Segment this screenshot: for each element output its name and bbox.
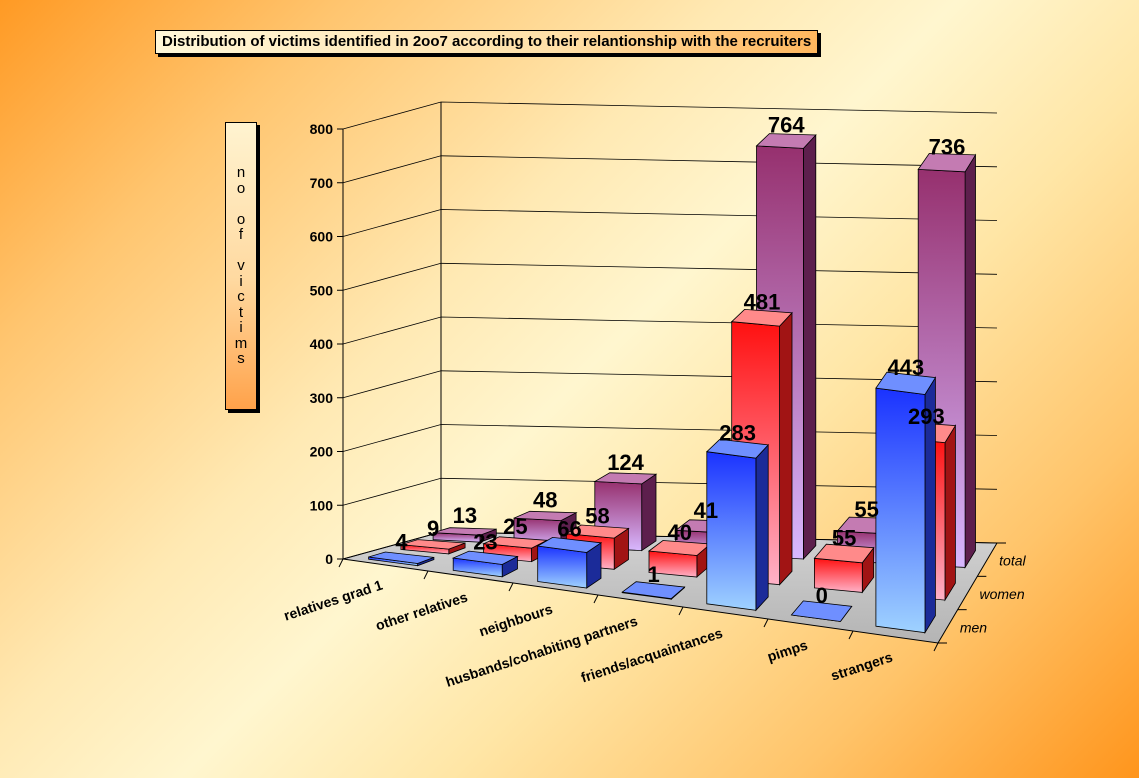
data-label-total-friends-acquaintances: 764 bbox=[768, 113, 805, 138]
bar-men-pimps bbox=[790, 600, 853, 622]
data-label-men-pimps: 0 bbox=[816, 583, 828, 608]
bar-top bbox=[565, 524, 630, 539]
x-tick-label-relatives-grad-1: relatives grad 1 bbox=[282, 577, 385, 624]
y-tick-label: 500 bbox=[310, 282, 334, 298]
data-label-total-relatives-grad-1: 13 bbox=[453, 503, 477, 528]
data-label-men-other-relatives: 23 bbox=[473, 530, 497, 555]
data-label-women-husbands-cohabiting-partners: 40 bbox=[668, 520, 692, 545]
bar-men-strangers bbox=[875, 371, 937, 635]
bar-side bbox=[944, 424, 956, 602]
x-tick-label-pimps: pimps bbox=[765, 637, 809, 665]
y-tick-label: 700 bbox=[310, 175, 334, 191]
data-label-women-strangers: 293 bbox=[908, 404, 945, 429]
chart-title: Distribution of victims identified in 2o… bbox=[155, 30, 819, 54]
x-tick-mark bbox=[593, 594, 599, 604]
series-label-total: total bbox=[999, 553, 1026, 569]
data-label-women-pimps: 55 bbox=[832, 525, 856, 550]
data-label-men-neighbours: 66 bbox=[557, 517, 581, 542]
bar-women-husbands-cohabiting-partners bbox=[647, 540, 712, 578]
bar-top bbox=[368, 551, 435, 564]
bar-women-pimps bbox=[813, 543, 875, 594]
y-tick-label: 600 bbox=[310, 229, 334, 245]
x-tick-mark bbox=[763, 618, 769, 628]
bar-side bbox=[641, 473, 657, 552]
y-tick-label: 0 bbox=[325, 551, 333, 567]
bar-front bbox=[537, 545, 588, 589]
series-label-men: men bbox=[960, 619, 987, 635]
data-label-women-other-relatives: 25 bbox=[503, 514, 527, 539]
y-tick-label: 300 bbox=[310, 390, 334, 406]
y-tick-label: 800 bbox=[310, 121, 334, 137]
bar-top bbox=[451, 550, 519, 565]
bar-total-relatives-grad-1 bbox=[432, 527, 497, 543]
bar-top bbox=[755, 133, 817, 149]
y-tick-label: 400 bbox=[310, 336, 334, 352]
x-tick-mark bbox=[508, 582, 514, 592]
x-tick-mark bbox=[423, 570, 429, 580]
bar-top bbox=[705, 438, 770, 459]
x-tick-label-husbands-cohabiting-partners: husbands/cohabiting partners bbox=[444, 613, 640, 690]
bar-side bbox=[803, 133, 817, 561]
bar-women-relatives-grad-1 bbox=[400, 539, 466, 555]
data-label-total-neighbours: 124 bbox=[607, 450, 644, 475]
data-label-men-husbands-cohabiting-partners: 1 bbox=[647, 562, 659, 587]
bar-top bbox=[790, 600, 853, 622]
bar-men-husbands-cohabiting-partners bbox=[621, 581, 686, 601]
bar-men-friends-acquaintances bbox=[705, 438, 770, 612]
data-label-total-husbands-cohabiting-partners: 41 bbox=[694, 498, 718, 523]
series-label-women: women bbox=[980, 586, 1025, 602]
bar-top bbox=[917, 153, 977, 173]
y-tick-label: 200 bbox=[310, 444, 334, 460]
bar-top bbox=[432, 527, 497, 536]
x-tick-mark bbox=[338, 558, 344, 568]
bar-men-other-relatives bbox=[451, 550, 519, 578]
bar-top bbox=[730, 308, 793, 327]
bar-top bbox=[813, 543, 875, 564]
x-tick-mark bbox=[933, 642, 939, 652]
bar-top bbox=[400, 539, 466, 550]
bar-top bbox=[875, 371, 937, 395]
bar-top bbox=[536, 536, 603, 553]
x-tick-mark bbox=[848, 630, 854, 640]
data-label-women-neighbours: 58 bbox=[585, 503, 609, 528]
data-label-women-relatives-grad-1: 9 bbox=[427, 516, 439, 541]
data-label-total-pimps: 55 bbox=[854, 497, 878, 522]
bar-top bbox=[621, 581, 686, 600]
bar-side bbox=[964, 153, 976, 569]
data-label-men-friends-acquaintances: 283 bbox=[719, 421, 756, 446]
x-tick-mark bbox=[678, 606, 684, 616]
bar-men-neighbours bbox=[536, 536, 603, 589]
bar-top bbox=[513, 510, 578, 522]
data-label-total-other-relatives: 48 bbox=[533, 488, 557, 513]
x-tick-label-strangers: strangers bbox=[829, 649, 895, 684]
y-tick-label: 100 bbox=[310, 497, 334, 513]
bar-side bbox=[779, 311, 793, 586]
data-label-men-relatives-grad-1: 4 bbox=[395, 529, 408, 554]
x-tick-label-other-relatives: other relatives bbox=[373, 589, 469, 634]
bar-top bbox=[593, 472, 658, 485]
data-label-total-strangers: 736 bbox=[929, 134, 966, 159]
bar-men-relatives-grad-1 bbox=[368, 551, 435, 567]
bar-front bbox=[706, 451, 757, 611]
data-label-men-strangers: 443 bbox=[887, 355, 924, 380]
data-label-women-friends-acquaintances: 481 bbox=[744, 289, 781, 314]
bar-side bbox=[755, 443, 769, 612]
x-tick-label-neighbours: neighbours bbox=[477, 601, 555, 640]
